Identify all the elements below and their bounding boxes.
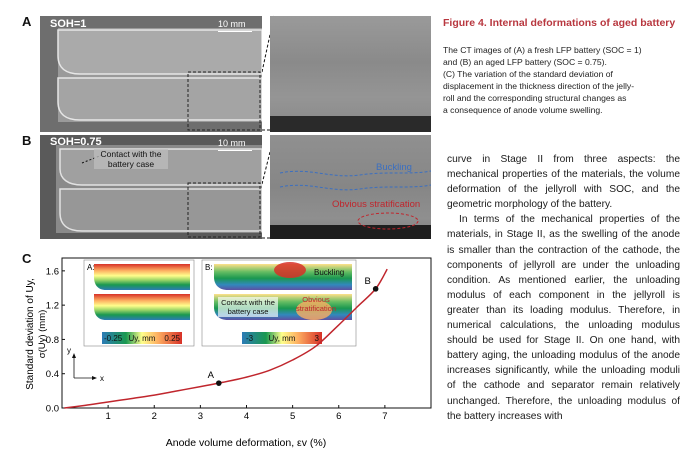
inset-b-colorbar: -3 Uy, mm 3 bbox=[242, 332, 322, 344]
ct-image-b-full: SOH=0.75 10 mm Contact with the battery … bbox=[40, 135, 262, 239]
axis-icon-y: y bbox=[67, 346, 71, 355]
ct-image-a-zoom bbox=[270, 16, 431, 132]
inset-b-contact-line1: Contact with the bbox=[221, 298, 275, 307]
panel-b-contact-annotation: Contact with the battery case bbox=[94, 149, 168, 169]
caption-line: displacement in the thickness direction … bbox=[443, 81, 635, 91]
y-tick-label: 0.8 bbox=[46, 335, 59, 346]
inset-a-legend-max: 0.25 bbox=[164, 334, 180, 343]
body-paragraph-2: In terms of the mechanical properties of… bbox=[447, 214, 680, 422]
inset-a: A: -0.25 Uy, mm 0.25 bbox=[83, 259, 195, 347]
axis-icon-x: x bbox=[100, 374, 104, 383]
y-tick-label: 1.2 bbox=[46, 301, 59, 312]
x-tick-label: 5 bbox=[290, 411, 295, 422]
panel-b-scale-label: 10 mm bbox=[218, 138, 246, 148]
x-tick-label: 4 bbox=[244, 411, 249, 422]
y-axis-label-inner: σ(Uy) (mm) bbox=[37, 310, 48, 359]
panel-a-soh-label: SOH=1 bbox=[50, 18, 87, 30]
inset-b-label: B: bbox=[205, 263, 213, 272]
panel-c-letter: C bbox=[22, 251, 32, 266]
marker-point-a bbox=[216, 380, 222, 386]
x-tick-label: 7 bbox=[382, 411, 387, 422]
panel-b-buckling-annotation: Buckling bbox=[376, 162, 412, 173]
y-tick-label: 1.6 bbox=[46, 266, 59, 277]
body-text-column: curve in Stage II from three aspects: th… bbox=[447, 152, 680, 424]
y-tick-label: 0.0 bbox=[46, 404, 59, 415]
figure-caption-title: Figure 4. Internal deformations of aged … bbox=[443, 17, 676, 29]
x-axis-label: Anode volume deformation, εv (%) bbox=[166, 437, 327, 449]
x-tick-label: 3 bbox=[198, 411, 203, 422]
panel-b-letter: B bbox=[22, 133, 32, 148]
caption-line: (C) The variation of the standard deviat… bbox=[443, 69, 613, 79]
axis-icon: y x bbox=[67, 346, 104, 383]
marker-label-b: B bbox=[364, 276, 370, 287]
inset-a-colorbar: -0.25 Uy, mm 0.25 bbox=[102, 332, 182, 344]
body-paragraph-1: curve in Stage II from three aspects: th… bbox=[447, 154, 680, 211]
inset-b-contact-line2: battery case bbox=[228, 307, 269, 316]
inset-b-legend-max: 3 bbox=[315, 334, 320, 343]
panel-b-scale-bar bbox=[218, 150, 252, 151]
marker-point-b bbox=[372, 286, 379, 292]
ct-image-b-zoom: Buckling Obvious stratification bbox=[270, 135, 431, 239]
figure-caption-body: The CT images of (A) a fresh LFP battery… bbox=[443, 44, 683, 116]
y-tick-label: 0.4 bbox=[46, 369, 59, 380]
marker-label-a: A bbox=[208, 370, 215, 381]
caption-line: The CT images of (A) a fresh LFP battery… bbox=[443, 45, 642, 55]
x-tick-label: 6 bbox=[336, 411, 341, 422]
series-line bbox=[64, 268, 388, 409]
inset-b-strat-line2: stratification bbox=[296, 304, 336, 313]
panel-a-scale-bar bbox=[218, 31, 252, 32]
y-axis-label-outer: Standard deviation of Uy, bbox=[25, 278, 36, 390]
panel-b-soh-label: SOH=0.75 bbox=[50, 136, 102, 148]
caption-line: and (B) an aged LFP battery (SOC = 0.75)… bbox=[443, 57, 607, 67]
x-tick-label: 1 bbox=[105, 411, 110, 422]
panel-b-stratification-annotation: Obvious stratification bbox=[332, 199, 421, 210]
inset-b-legend-unit: Uy, mm bbox=[269, 334, 296, 343]
x-tick-label: 2 bbox=[152, 411, 157, 422]
panel-a-letter: A bbox=[22, 14, 32, 29]
caption-line: a consequence of anode volume swelling. bbox=[443, 105, 603, 115]
ct-image-a-full: SOH=1 10 mm bbox=[40, 16, 262, 132]
inset-b-strat-line1: Obvious bbox=[302, 295, 330, 304]
panel-a-scale-label: 10 mm bbox=[218, 19, 246, 29]
inset-b-buckling: Buckling bbox=[314, 268, 344, 277]
inset-b-contact: Contact with the battery case bbox=[218, 297, 278, 317]
inset-a-legend-unit: Uy, mm bbox=[129, 334, 156, 343]
inset-a-label: A: bbox=[87, 263, 95, 272]
inset-b-legend-min: -3 bbox=[246, 334, 254, 343]
caption-line: roll and the corresponding structural ch… bbox=[443, 93, 627, 103]
chart-svg: 1 2 3 4 5 6 7 0.0 0.4 0.8 1.2 1.6 A: -0.25 Uy, mm 0.25… bbox=[25, 257, 432, 449]
inset-b: B: Buckling Contact with the battery case Ob… bbox=[201, 259, 357, 347]
inset-a-legend-min: -0.25 bbox=[104, 334, 123, 343]
